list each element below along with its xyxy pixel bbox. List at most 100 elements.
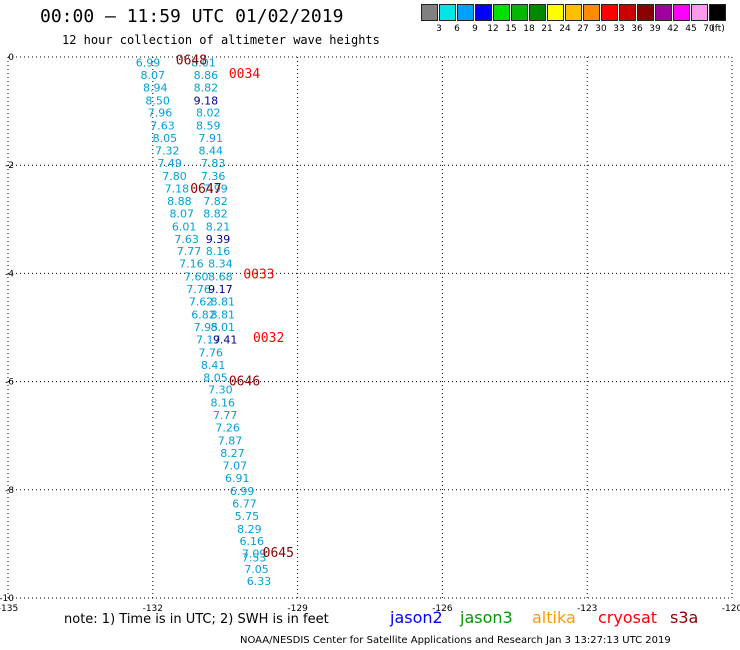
credit-line: NOAA/NESDIS Center for Satellite Applica… [240, 635, 671, 646]
swh-value-label: 7.30 [208, 384, 233, 397]
swh-value-label: 8.05 [153, 132, 178, 145]
swh-value-label: 9.17 [208, 283, 233, 296]
legend-label: 9 [472, 24, 478, 34]
legend-label: 21 [541, 24, 553, 34]
legend-label: 30 [595, 24, 607, 34]
swh-value-label: 7.87 [218, 435, 243, 448]
swh-value-label: 6.99 [136, 56, 161, 69]
satellite-jason3: jason3 [460, 608, 513, 627]
legend-swatch [529, 4, 546, 21]
legend-swatch [439, 4, 456, 21]
swh-value-label: 9.39 [206, 233, 231, 246]
legend-swatch [619, 4, 636, 21]
swh-value-label: 6.16 [239, 535, 264, 548]
swh-value-label: 7.62 [189, 296, 214, 309]
legend-label: 39 [649, 24, 661, 34]
swh-value-label: 8.01 [191, 56, 216, 69]
swh-value-label: 8.82 [203, 207, 228, 220]
swh-value-label: 8.21 [206, 220, 231, 233]
legend-swatch [673, 4, 690, 21]
swh-value-label: 7.99 [203, 182, 228, 195]
swh-value-label: 8.07 [141, 69, 166, 82]
swh-value-label: 8.16 [211, 397, 236, 410]
swh-value-label: 6.01 [172, 220, 197, 233]
y-tick-label: -4 [5, 269, 14, 279]
swh-value-label: 6.99 [230, 485, 255, 498]
swh-value-label: 9.18 [194, 94, 219, 107]
satellite-jason2: jason2 [390, 608, 443, 627]
swh-value-label: 8.01 [211, 321, 236, 334]
swh-value-label: 7.95 [194, 321, 219, 334]
legend-swatch [637, 4, 654, 21]
swh-value-label: 7.49 [157, 157, 182, 170]
swh-value-label: 7.77 [177, 245, 202, 258]
pass-time-label: 0646 [229, 375, 260, 390]
swh-value-label: 7.32 [155, 145, 180, 158]
satellite-cryosat: cryosat [598, 608, 658, 627]
swh-value-label: 7.76 [186, 283, 211, 296]
swh-value-label: 7.17 [196, 333, 221, 346]
legend-label: 45 [685, 24, 697, 34]
x-tick-label: -132 [143, 604, 163, 614]
page-subtitle: 12 hour collection of altimeter wave hei… [62, 33, 380, 47]
pass-time-label: 0034 [229, 67, 260, 82]
legend-label: 36 [631, 24, 643, 34]
legend-label: 27 [577, 24, 589, 34]
swh-value-label: 7.63 [174, 233, 199, 246]
legend-label: 42 [667, 24, 679, 34]
swh-value-label: 8.02 [196, 107, 221, 120]
x-tick-label: -120 [722, 604, 740, 614]
legend-swatch [493, 4, 510, 21]
swh-value-label: 6.82 [191, 309, 216, 322]
legend-label: 70 [703, 24, 715, 34]
legend-label: 33 [613, 24, 625, 34]
swh-value-label: 8.88 [167, 195, 192, 208]
swh-value-label: 8.27 [220, 447, 245, 460]
swh-value-label: 7.96 [148, 107, 173, 120]
swh-value-label: 7.76 [198, 346, 223, 359]
legend-label: 15 [505, 24, 517, 34]
swh-value-label: 7.82 [203, 195, 228, 208]
swh-value-label: 7.36 [201, 170, 226, 183]
swh-value-label: 8.68 [208, 271, 233, 284]
legend-swatch [547, 4, 564, 21]
swh-value-label: 8.29 [237, 523, 262, 536]
y-tick-label: -10 [0, 594, 14, 604]
legend-label: 3 [436, 24, 442, 34]
legend-swatch [655, 4, 672, 21]
swh-value-label: 8.50 [145, 94, 170, 107]
swh-value-label: 7.09 [242, 548, 267, 561]
swh-value-label: 7.77 [213, 409, 238, 422]
swh-value-label: 8.34 [208, 258, 233, 271]
legend-swatch [601, 4, 618, 21]
swh-value-label: 8.81 [211, 296, 236, 309]
y-tick-label: -2 [5, 161, 14, 171]
swh-value-label: 7.91 [198, 132, 223, 145]
y-tick-label: -6 [5, 378, 14, 388]
satellite-altika: altika [532, 608, 576, 627]
legend-label: 18 [523, 24, 535, 34]
legend-swatch [691, 4, 708, 21]
swh-value-label: 7.18 [165, 182, 190, 195]
legend-swatch [583, 4, 600, 21]
legend-label: 24 [559, 24, 571, 34]
legend-swatch [457, 4, 474, 21]
swh-value-label: 7.83 [201, 157, 226, 170]
swh-value-label: 7.63 [150, 120, 175, 133]
swh-value-label: 8.41 [201, 359, 226, 372]
x-tick-label: -123 [577, 604, 597, 614]
swh-value-label: 7.26 [215, 422, 240, 435]
pass-time-label: 0033 [243, 267, 274, 282]
swh-value-label: 7.16 [179, 258, 204, 271]
swh-value-label: 7.60 [184, 271, 209, 284]
pass-time-label: 0648 [176, 54, 207, 69]
swh-value-label: 6.33 [247, 575, 272, 588]
swh-value-label: 8.16 [206, 245, 231, 258]
x-tick-label: -135 [0, 604, 18, 614]
swh-value-label: 6.91 [225, 472, 250, 485]
satellite-s3a: s3a [670, 608, 699, 627]
footer-note: note: 1) Time is in UTC; 2) SWH is in fe… [64, 612, 329, 627]
legend-swatch [421, 4, 438, 21]
swh-value-label: 7.80 [162, 170, 187, 183]
swh-value-label: 8.44 [198, 145, 223, 158]
